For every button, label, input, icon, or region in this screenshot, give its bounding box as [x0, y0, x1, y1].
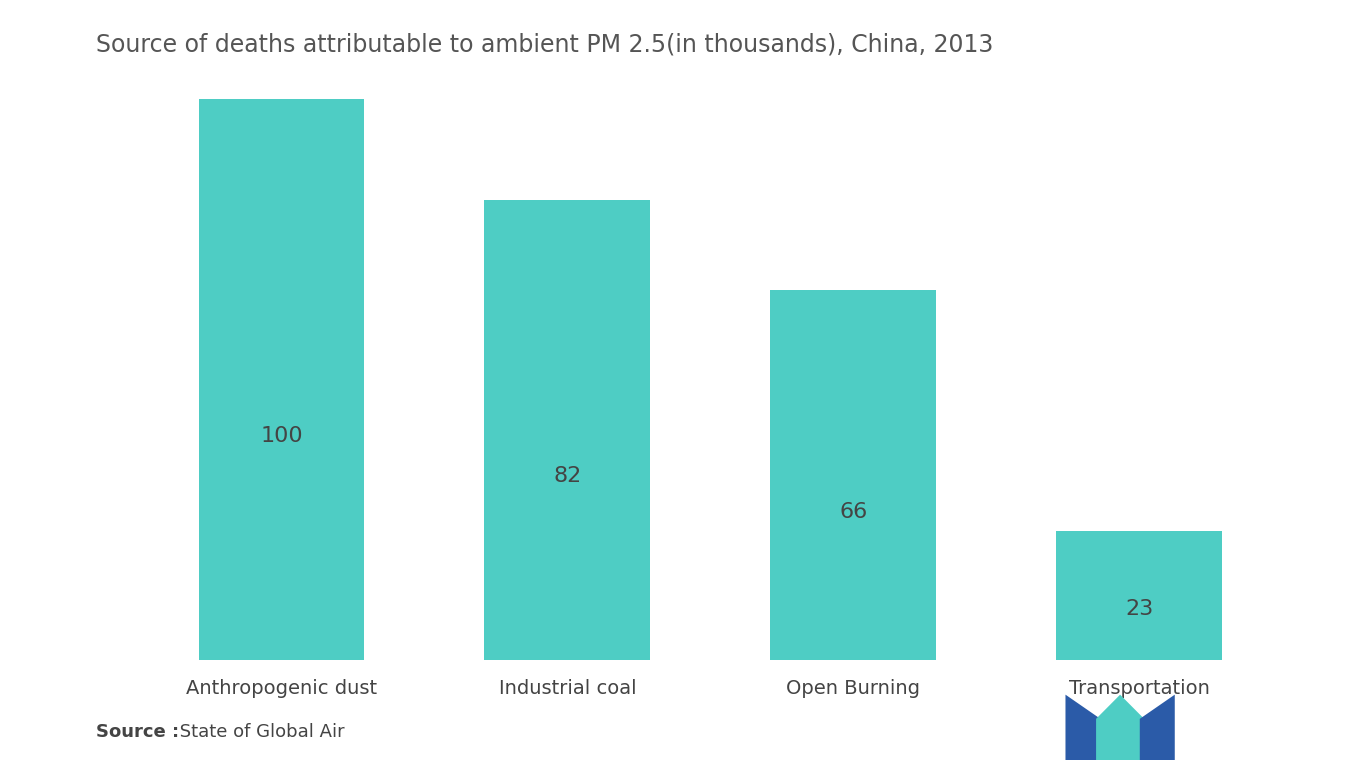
Polygon shape — [1139, 694, 1175, 760]
Bar — [770, 290, 936, 660]
Text: State of Global Air: State of Global Air — [175, 723, 346, 741]
Text: 100: 100 — [260, 426, 303, 446]
Polygon shape — [1096, 694, 1145, 760]
Bar — [485, 200, 650, 660]
Text: 66: 66 — [839, 502, 867, 522]
Polygon shape — [1065, 694, 1101, 760]
Bar — [198, 99, 365, 660]
Text: Source :: Source : — [96, 723, 179, 741]
Text: 23: 23 — [1126, 599, 1153, 619]
Bar — [1056, 531, 1223, 660]
Text: Source of deaths attributable to ambient PM 2.5(in thousands), China, 2013: Source of deaths attributable to ambient… — [96, 33, 993, 57]
Text: 82: 82 — [553, 466, 582, 486]
